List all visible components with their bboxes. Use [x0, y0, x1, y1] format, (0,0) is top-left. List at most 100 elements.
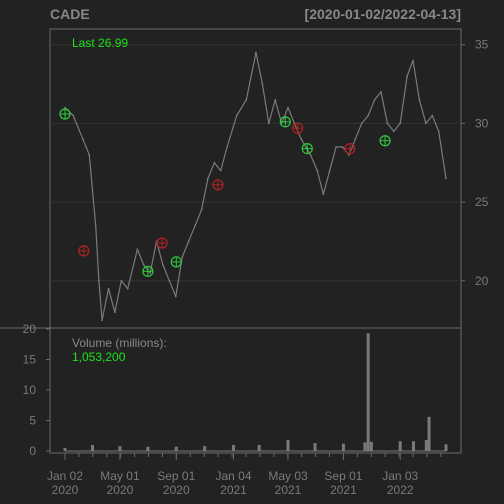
buy-marker: [170, 256, 182, 268]
volume-tick-label: 20: [23, 322, 37, 336]
price-point: [386, 122, 389, 125]
price-point: [174, 295, 177, 298]
price-point: [445, 177, 447, 180]
date-tick-label: Jan 03: [382, 469, 418, 483]
buy-marker: [279, 116, 291, 128]
price-point: [187, 240, 190, 243]
volume-bar: [369, 441, 373, 451]
price-point: [114, 311, 116, 314]
volume-bar: [444, 444, 448, 451]
price-point: [126, 287, 129, 290]
date-tick-label: Jan 02: [47, 469, 83, 483]
price-point: [431, 114, 434, 117]
price-point: [81, 138, 84, 141]
volume-bar: [424, 440, 428, 451]
buy-marker: [59, 108, 71, 120]
price-point: [261, 83, 264, 85]
date-tick-year: 2020: [163, 483, 190, 497]
volume-tick-label: 5: [29, 414, 36, 428]
price-tick-label: 30: [475, 116, 489, 130]
date-tick-label: May 03: [268, 469, 308, 483]
price-point: [101, 319, 103, 322]
date-tick-year: 2021: [275, 483, 302, 497]
buy-marker: [142, 265, 154, 277]
price-point: [235, 114, 238, 117]
price-point: [335, 146, 337, 148]
price-point: [373, 98, 376, 101]
date-tick-year: 2021: [330, 483, 357, 497]
price-point: [200, 209, 203, 211]
price-point: [120, 279, 123, 282]
volume-bar: [313, 443, 317, 451]
volume-bar: [427, 416, 431, 451]
price-line: [64, 51, 447, 321]
date-tick-year: 2020: [52, 483, 79, 497]
date-tick-label: Sep 01: [157, 469, 195, 483]
price-tick-label: 35: [475, 38, 489, 52]
price-point: [88, 153, 91, 156]
volume-bar: [363, 442, 367, 451]
price-point: [97, 279, 100, 282]
price-point: [309, 153, 312, 156]
date-tick-year: 2022: [387, 483, 414, 497]
price-point: [168, 279, 171, 282]
trade-markers: [59, 108, 391, 277]
last-price-label: Last 26.99: [72, 36, 128, 50]
price-point: [255, 51, 257, 54]
volume-bar: [232, 444, 236, 451]
sell-marker: [212, 179, 224, 191]
price-point: [64, 106, 66, 109]
volume-bar: [90, 444, 94, 451]
price-point: [206, 177, 209, 180]
sell-marker: [292, 122, 304, 134]
price-point: [406, 75, 408, 78]
volume-axis: 0 5 10 15 20: [23, 322, 50, 458]
price-point: [328, 169, 331, 172]
volume-bar: [174, 446, 178, 451]
buy-marker: [379, 135, 391, 147]
price-point: [399, 122, 402, 125]
volume-bar: [341, 443, 345, 451]
price-point: [94, 224, 97, 227]
sell-marker: [344, 143, 356, 155]
volume-bar: [118, 446, 122, 451]
volume-bar: [203, 446, 207, 451]
price-point: [348, 153, 350, 156]
volume-bar: [146, 446, 150, 451]
volume-bar: [411, 441, 415, 451]
volume-last-value: 1,053,200: [72, 350, 126, 364]
price-point: [380, 91, 382, 93]
price-point: [412, 59, 414, 62]
price-point: [72, 114, 75, 117]
price-series: [64, 51, 447, 322]
price-point: [437, 130, 440, 133]
price-point: [107, 287, 110, 290]
price-point: [316, 169, 319, 172]
price-point: [142, 264, 145, 266]
sell-marker: [78, 245, 90, 257]
price-grid: [50, 44, 461, 282]
price-point: [322, 193, 325, 196]
price-point: [392, 130, 395, 133]
price-tick-label: 25: [475, 195, 489, 209]
price-point: [354, 138, 357, 141]
volume-bar: [398, 441, 402, 451]
price-axis: 20 25 30 35: [461, 38, 489, 288]
price-point: [226, 146, 229, 148]
price-point: [341, 146, 344, 148]
volume-bar: [257, 444, 261, 451]
price-point: [360, 122, 363, 125]
chart-frame: [49, 28, 462, 454]
date-tick-label: Jan 04: [216, 469, 252, 483]
date-tick-year: 2020: [107, 483, 134, 497]
price-point: [181, 256, 184, 259]
volume-tick-label: 15: [23, 353, 37, 367]
price-point: [418, 98, 421, 101]
date-tick-label: Sep 01: [324, 469, 362, 483]
volume-tick-label: 0: [29, 444, 36, 458]
price-point: [300, 138, 303, 141]
price-point: [245, 98, 248, 101]
price-point: [219, 169, 222, 172]
price-point: [213, 161, 216, 164]
